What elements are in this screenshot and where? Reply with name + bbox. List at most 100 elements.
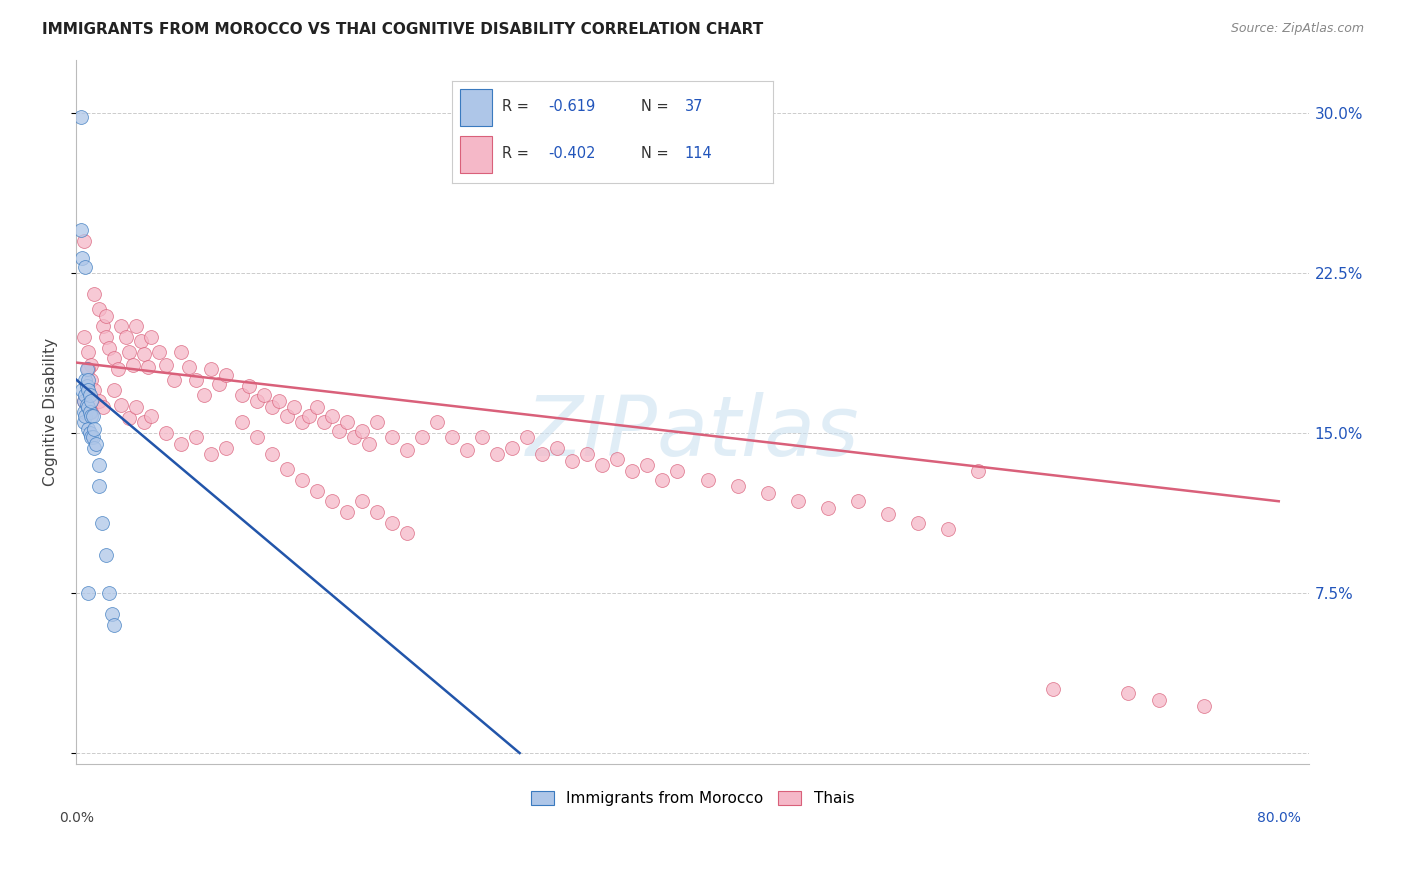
Point	[91, 319, 114, 334]
Point	[305, 483, 328, 498]
Point	[336, 415, 359, 429]
Point	[1147, 692, 1170, 706]
Point	[215, 368, 238, 383]
Point	[77, 373, 100, 387]
Text: Source: ZipAtlas.com: Source: ZipAtlas.com	[1230, 22, 1364, 36]
Point	[98, 586, 121, 600]
Point	[321, 494, 343, 508]
Point	[350, 494, 373, 508]
Point	[125, 401, 148, 415]
Point	[253, 387, 276, 401]
Point	[846, 494, 869, 508]
Point	[696, 473, 718, 487]
Point	[77, 401, 100, 415]
Point	[471, 430, 494, 444]
Point	[76, 362, 98, 376]
Point	[411, 430, 433, 444]
Point	[148, 345, 170, 359]
Point	[87, 394, 110, 409]
Point	[80, 394, 103, 409]
Point	[132, 415, 155, 429]
Point	[87, 302, 110, 317]
Point	[186, 430, 208, 444]
Point	[516, 430, 538, 444]
Point	[395, 443, 418, 458]
Point	[328, 424, 350, 438]
Point	[817, 500, 839, 515]
Point	[129, 334, 152, 349]
Point	[343, 430, 366, 444]
Point	[877, 507, 900, 521]
Point	[170, 436, 193, 450]
Point	[141, 409, 163, 423]
Point	[291, 473, 314, 487]
Point	[83, 384, 105, 398]
Point	[77, 362, 100, 376]
Point	[366, 505, 388, 519]
Point	[80, 404, 103, 418]
Point	[486, 447, 509, 461]
Point	[395, 526, 418, 541]
Point	[141, 330, 163, 344]
Point	[84, 436, 107, 450]
Y-axis label: Cognitive Disability: Cognitive Disability	[44, 337, 58, 486]
Point	[381, 516, 404, 530]
Point	[136, 359, 159, 374]
Point	[83, 441, 105, 455]
Point	[70, 384, 93, 398]
Point	[163, 373, 186, 387]
Point	[80, 358, 103, 372]
Point	[336, 505, 359, 519]
Point	[546, 441, 568, 455]
Point	[245, 430, 267, 444]
Point	[73, 404, 96, 418]
Point	[80, 409, 103, 423]
Point	[291, 415, 314, 429]
Point	[77, 586, 100, 600]
Point	[200, 362, 222, 376]
Point	[73, 394, 96, 409]
Point	[101, 607, 124, 622]
Point	[967, 464, 990, 478]
Point	[907, 516, 929, 530]
Text: ZIPatlas: ZIPatlas	[526, 392, 859, 474]
Point	[238, 379, 260, 393]
Point	[96, 309, 118, 323]
Point	[1118, 686, 1140, 700]
Point	[321, 409, 343, 423]
Point	[103, 351, 125, 366]
Point	[276, 409, 298, 423]
Point	[77, 384, 100, 398]
Point	[186, 373, 208, 387]
Point	[73, 394, 96, 409]
Point	[75, 373, 97, 387]
Point	[79, 404, 101, 418]
Point	[193, 387, 215, 401]
Point	[91, 401, 114, 415]
Point	[75, 260, 97, 274]
Text: IMMIGRANTS FROM MOROCCO VS THAI COGNITIVE DISABILITY CORRELATION CHART: IMMIGRANTS FROM MOROCCO VS THAI COGNITIV…	[42, 22, 763, 37]
Point	[132, 347, 155, 361]
Point	[90, 516, 112, 530]
Point	[350, 424, 373, 438]
Point	[666, 464, 689, 478]
Text: 80.0%: 80.0%	[1257, 811, 1301, 824]
Point	[125, 319, 148, 334]
Point	[80, 430, 103, 444]
Point	[110, 398, 132, 412]
Point	[118, 411, 141, 425]
Point	[606, 451, 628, 466]
Text: 0.0%: 0.0%	[59, 811, 94, 824]
Point	[83, 422, 105, 436]
Point	[118, 345, 141, 359]
Point	[231, 415, 253, 429]
Point	[103, 384, 125, 398]
Point	[75, 387, 97, 401]
Point	[269, 394, 291, 409]
Point	[727, 479, 749, 493]
Point	[215, 441, 238, 455]
Point	[283, 401, 305, 415]
Point	[260, 447, 283, 461]
Point	[76, 398, 98, 412]
Legend: Immigrants from Morocco, Thais: Immigrants from Morocco, Thais	[524, 785, 860, 813]
